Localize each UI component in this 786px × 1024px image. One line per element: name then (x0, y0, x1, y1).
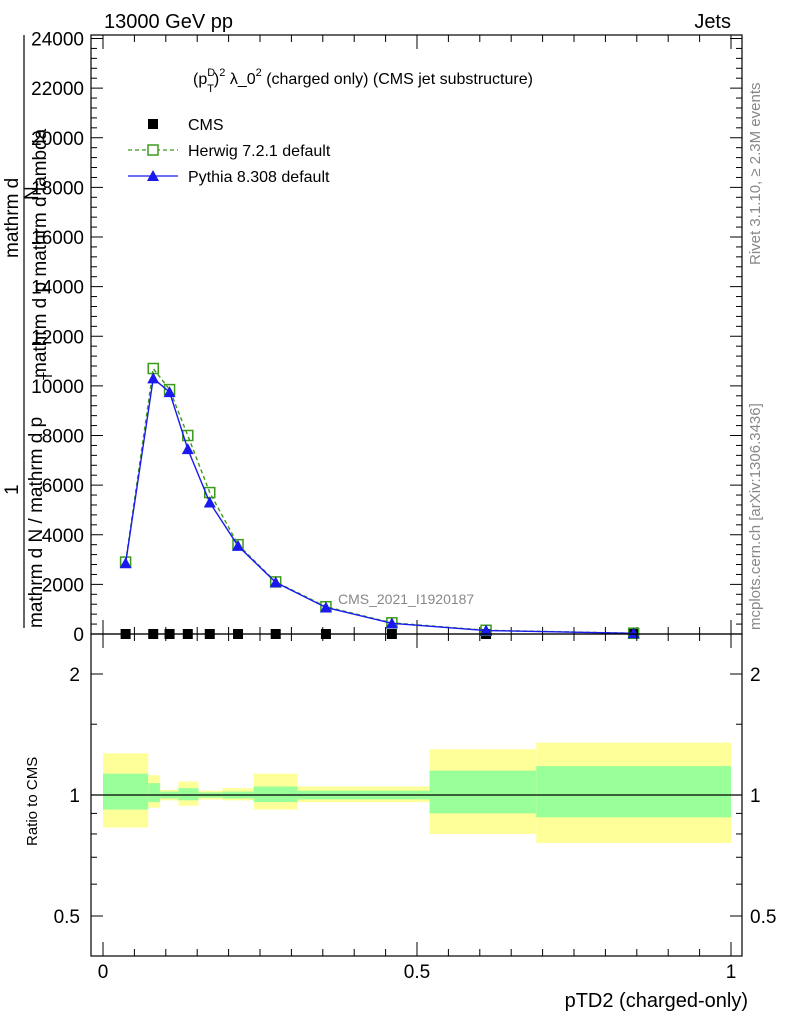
y-tick-label: 8000 (42, 427, 84, 448)
pythia-data-point (269, 576, 282, 588)
ratio-y-tick-label-right: 1 (750, 786, 761, 807)
ratio-panel-frame (90, 633, 743, 957)
ratio-inner-band (148, 783, 161, 803)
x-axis-label: pTD2 (charged-only) (565, 990, 748, 1012)
ratio-y-tick-label-right: 0.5 (750, 907, 776, 928)
legend-herwig-label: Herwig 7.2.1 default (188, 143, 331, 160)
legend-pythia-marker (147, 170, 159, 181)
y-label-normalization: mathrm d N / mathrm d p (26, 417, 47, 628)
y-label-numerator: mathrm d (2, 178, 23, 258)
y-label-denominator-t: T (40, 372, 55, 380)
legend-pythia-label: Pythia 8.308 default (188, 169, 330, 186)
y-tick-label: 24000 (31, 30, 84, 51)
mcplots-label: mcplots.cern.ch [arXiv:1306.3436] (747, 403, 764, 630)
analysis-watermark: CMS_2021_I1920187 (338, 591, 474, 607)
rivet-version-label: Rivet 3.1.10, ≥ 2.3M events (747, 83, 764, 266)
y-label-one: 1 (2, 484, 23, 495)
y-tick-label: 20000 (31, 129, 84, 150)
pythia-data-point (319, 601, 332, 613)
ratio-inner-band (429, 770, 537, 814)
y-axis-label: mathrm d N mathrm d p mathrm d lambda T … (2, 35, 55, 628)
ratio-y-tick-label: 0.5 (54, 907, 80, 928)
plot-title: (pD T)2 λ_02 (charged only) (CMS jet subs… (193, 67, 533, 95)
ratio-bands (103, 742, 731, 843)
y-tick-label: 4000 (42, 526, 84, 547)
ratio-inner-band (103, 773, 149, 810)
pythia-data-point (181, 443, 194, 455)
y-tick-label: 12000 (31, 327, 84, 348)
pythia-data-point (163, 386, 176, 398)
y-label-denominator: mathrm d p mathrm d lambda (30, 128, 51, 378)
ratio-y-tick-label: 1 (69, 786, 80, 807)
ratio-panel: 0.5 0.5 1 1 2 2 0 0.5 1 Ratio to CMS pTD2 (charg… (24, 633, 776, 1012)
legend: CMS Herwig 7.2.1 default Pythia 8.308 de… (128, 117, 331, 186)
legend-cms-label: CMS (188, 117, 224, 134)
ratio-y-label: Ratio to CMS (24, 757, 41, 846)
x-tick-label: 0.5 (404, 962, 430, 983)
ratio-inner-band (178, 788, 199, 801)
x-tick-label: 1 (726, 962, 737, 983)
ratio-panel-ticks: 0.5 0.5 1 1 2 2 0 0.5 1 (54, 634, 776, 983)
pythia-data-point (119, 557, 132, 569)
y-tick-label: 6000 (42, 476, 84, 497)
y-tick-label: 2000 (42, 575, 84, 596)
y-tick-label: 22000 (31, 79, 84, 100)
pythia-data-point (147, 372, 160, 384)
y-tick-label: 0 (73, 625, 84, 646)
main-panel-ticks: 0 2000 4000 6000 8000 10000 12000 14000 16000 180… (31, 30, 742, 646)
ratio-inner-band (253, 786, 298, 803)
ratio-inner-band (536, 766, 731, 818)
pythia-data-point (232, 539, 245, 551)
header-energy-label: 13000 GeV pp (104, 11, 233, 33)
y-tick-label: 10000 (31, 377, 84, 398)
legend-cms-marker (148, 119, 158, 129)
y-tick-label: 14000 (31, 278, 84, 299)
ratio-y-tick-label-right: 2 (750, 665, 761, 686)
legend-herwig-marker (147, 144, 159, 156)
header-jets-label: Jets (694, 11, 731, 33)
ratio-y-tick-label: 2 (69, 665, 80, 686)
series-line-1 (124, 366, 634, 634)
pythia-data-point (385, 617, 398, 629)
pythia-data-point (480, 624, 493, 636)
y-tick-label: 18000 (31, 178, 84, 199)
main-panel: 0 2000 4000 6000 8000 10000 12000 14000 16000 180… (2, 30, 743, 646)
x-tick-label: 0 (98, 962, 109, 983)
y-label-numerator-n: N (22, 186, 43, 200)
pythia-data-point (203, 496, 216, 508)
y-tick-label: 16000 (31, 228, 84, 249)
